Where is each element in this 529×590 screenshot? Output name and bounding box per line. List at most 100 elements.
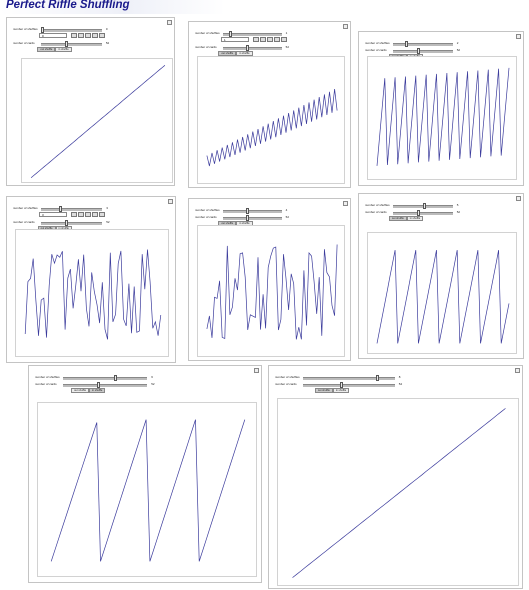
cards-slider-thumb[interactable] bbox=[65, 41, 69, 47]
panel-corner-button[interactable] bbox=[168, 199, 173, 204]
shuffles-slider-thumb[interactable] bbox=[246, 208, 250, 214]
step-back-button[interactable] bbox=[260, 37, 266, 42]
cards-slider-thumb[interactable] bbox=[96, 382, 100, 388]
cards-slider-thumb[interactable] bbox=[65, 220, 69, 226]
permutation-plot bbox=[37, 402, 257, 577]
shuffles-label: number of shuffles bbox=[365, 41, 390, 45]
cards-value: 52 bbox=[105, 41, 110, 45]
cards-slider-thumb[interactable] bbox=[246, 45, 250, 51]
panel-corner-button[interactable] bbox=[343, 201, 348, 206]
cards-slider[interactable] bbox=[63, 382, 148, 388]
tab-in-shuffle[interactable]: in shuffle bbox=[332, 388, 350, 393]
shuffles-slider[interactable] bbox=[393, 41, 453, 47]
cards-row: number of cards 52 bbox=[13, 219, 167, 226]
faster-button[interactable] bbox=[92, 212, 98, 217]
tab-out-shuffle[interactable]: out shuffle bbox=[388, 216, 407, 221]
faster-button[interactable] bbox=[274, 37, 280, 42]
shuffles-slider[interactable] bbox=[63, 375, 148, 381]
tab-in-shuffle[interactable]: in shuffle bbox=[406, 216, 424, 221]
cards-value: 52 bbox=[456, 48, 461, 52]
shuffles-slider[interactable] bbox=[41, 206, 103, 212]
slower-button[interactable] bbox=[99, 212, 105, 217]
slower-button[interactable] bbox=[281, 37, 287, 42]
permutation-plot bbox=[197, 225, 345, 357]
permutation-line bbox=[376, 67, 510, 166]
permutation-line bbox=[30, 65, 166, 179]
panel-corner-button[interactable] bbox=[254, 368, 259, 373]
play-button[interactable] bbox=[71, 212, 77, 217]
shuffles-row: number of shuffles 6 bbox=[35, 374, 253, 381]
cards-slider-thumb[interactable] bbox=[339, 382, 343, 388]
cards-value: 52 bbox=[398, 382, 403, 386]
shuffle-panel: number of shuffles 0 0 number of cards 52 out… bbox=[6, 17, 175, 186]
shuffles-number-input[interactable]: 3 bbox=[39, 212, 67, 217]
cards-row: number of cards 52 bbox=[365, 209, 515, 216]
shuffles-row: number of shuffles 1 bbox=[195, 30, 342, 37]
permutation-plot bbox=[15, 229, 169, 357]
step-back-button[interactable] bbox=[78, 212, 84, 217]
step-forward-button[interactable] bbox=[85, 33, 91, 38]
cards-slider-thumb[interactable] bbox=[416, 48, 420, 54]
shuffles-slider[interactable] bbox=[41, 27, 102, 33]
panel-corner-button[interactable] bbox=[343, 24, 348, 29]
cards-label: number of cards bbox=[365, 210, 387, 214]
shuffles-slider[interactable] bbox=[303, 375, 395, 381]
panel-corner-button[interactable] bbox=[515, 368, 520, 373]
permutation-plot-svg bbox=[206, 244, 338, 340]
panel-corner-button[interactable] bbox=[167, 20, 172, 25]
cards-label: number of cards bbox=[195, 45, 217, 49]
shuffles-label: number of shuffles bbox=[195, 31, 220, 35]
step-forward-button[interactable] bbox=[85, 212, 91, 217]
faster-button[interactable] bbox=[92, 33, 98, 38]
tab-out-shuffle[interactable]: out shuffle bbox=[37, 47, 56, 52]
shuffles-slider[interactable] bbox=[223, 208, 282, 214]
permutation-plot bbox=[21, 58, 173, 183]
shuffles-number-input[interactable]: 1 bbox=[221, 37, 249, 42]
step-forward-button[interactable] bbox=[267, 37, 273, 42]
shuffles-slider[interactable] bbox=[223, 31, 282, 37]
shuffles-slider-thumb[interactable] bbox=[376, 375, 380, 381]
tab-out-shuffle[interactable]: out shuffle bbox=[218, 51, 237, 56]
permutation-line bbox=[206, 244, 338, 340]
cards-slider[interactable] bbox=[393, 210, 453, 216]
cards-label: number of cards bbox=[13, 220, 35, 224]
tab-out-shuffle[interactable]: out shuffle bbox=[314, 388, 333, 393]
shuffles-number-input[interactable]: 0 bbox=[39, 33, 67, 38]
panel-corner-button[interactable] bbox=[516, 34, 521, 39]
cards-slider[interactable] bbox=[41, 41, 102, 47]
shuffles-value: 5 bbox=[456, 203, 459, 207]
tab-out-shuffle[interactable]: out shuffle bbox=[71, 388, 90, 393]
step-back-button[interactable] bbox=[78, 33, 84, 38]
permutation-line bbox=[50, 419, 246, 562]
play-button[interactable] bbox=[71, 33, 77, 38]
shuffle-panel: number of shuffles 4 number of cards 52 out … bbox=[188, 198, 351, 361]
cards-row: number of cards 52 bbox=[195, 214, 342, 221]
cards-slider[interactable] bbox=[303, 382, 395, 388]
cards-label: number of cards bbox=[35, 382, 57, 386]
shuffles-slider[interactable] bbox=[393, 203, 453, 209]
cards-slider-thumb[interactable] bbox=[416, 210, 420, 216]
panel-corner-button[interactable] bbox=[516, 196, 521, 201]
cards-slider[interactable] bbox=[223, 45, 282, 51]
shuffles-label: number of shuffles bbox=[195, 208, 220, 212]
permutation-plot bbox=[367, 232, 517, 354]
shuffles-slider-thumb[interactable] bbox=[41, 27, 44, 33]
tab-in-shuffle[interactable]: in shuffle bbox=[89, 388, 106, 393]
shuffles-slider-thumb[interactable] bbox=[228, 31, 232, 37]
cards-value: 52 bbox=[285, 215, 290, 219]
cards-slider-thumb[interactable] bbox=[246, 215, 250, 221]
shuffles-slider-thumb[interactable] bbox=[404, 41, 408, 47]
cards-slider[interactable] bbox=[41, 220, 103, 226]
shuffles-label: number of shuffles bbox=[35, 375, 60, 379]
slower-button[interactable] bbox=[99, 33, 105, 38]
cards-slider[interactable] bbox=[223, 215, 282, 221]
shuffles-slider-thumb[interactable] bbox=[422, 203, 426, 209]
shuffles-slider-thumb[interactable] bbox=[113, 375, 117, 381]
shuffles-slider-thumb[interactable] bbox=[59, 206, 63, 212]
tab-in-shuffle[interactable]: in shuffle bbox=[55, 47, 72, 52]
play-button[interactable] bbox=[253, 37, 259, 42]
cards-slider[interactable] bbox=[393, 48, 453, 54]
tab-in-shuffle[interactable]: in shuffle bbox=[236, 51, 253, 56]
